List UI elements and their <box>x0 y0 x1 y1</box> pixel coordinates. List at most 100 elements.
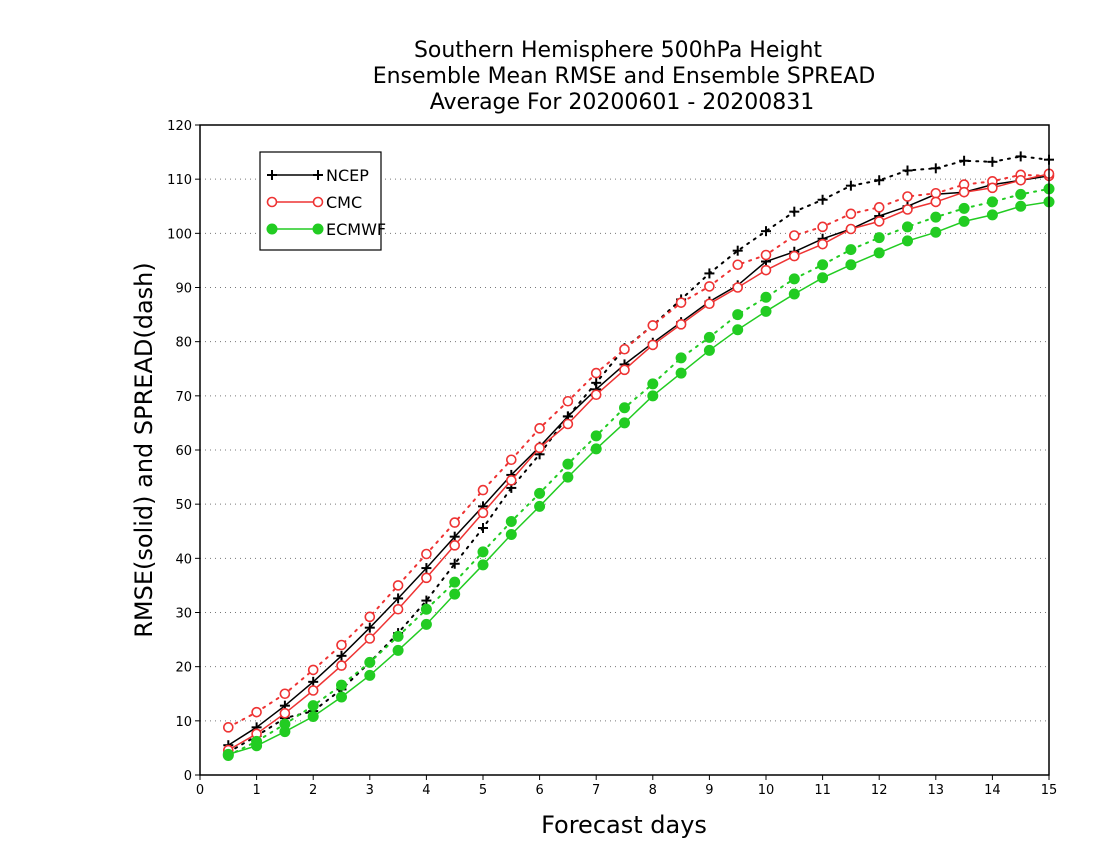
series-cmc-spread-point <box>788 230 800 241</box>
series-ecmwf-rmse-line <box>228 201 1050 756</box>
y-tick-label: 60 <box>175 444 192 459</box>
series-cmc-rmse-point <box>873 216 885 227</box>
series-cmc-rmse-point <box>704 298 715 310</box>
series-cmc-rmse-point <box>364 633 376 644</box>
series-ecmwf-rmse-point <box>590 443 602 455</box>
series-cmc-rmse-point <box>902 204 913 215</box>
series-cmc-rmse-point <box>845 223 857 235</box>
series-cmc-rmse-point <box>817 238 828 250</box>
series-ecmwf-spread-point <box>590 430 602 442</box>
series-ncep-spread-point <box>817 194 828 205</box>
x-tick-label: 4 <box>422 783 430 798</box>
y-axis-ticks: 0 10 20 30 40 50 60 70 80 90 100 110 120 <box>167 119 200 784</box>
y-tick-label: 40 <box>175 552 192 567</box>
series-cmc-spread-point <box>873 202 885 213</box>
series-ecmwf-spread-point <box>619 402 630 414</box>
series-cmc-spread-point <box>845 208 857 220</box>
series-ecmwf-rmse-point <box>817 272 829 284</box>
series-cmc-rmse-point <box>958 186 970 198</box>
series-cmc-rmse-point <box>788 250 800 262</box>
series-cmc-spread-point <box>307 664 319 676</box>
series-cmc-rmse-point <box>336 660 347 671</box>
series-ecmwf-spread-point <box>986 196 998 208</box>
series-ecmwf-rmse-point <box>534 500 546 512</box>
series-cmc-spread-point <box>647 320 659 331</box>
y-tick-label: 90 <box>175 282 192 297</box>
x-tick-label: 13 <box>928 783 945 798</box>
x-axis-label: Forecast days <box>541 811 707 839</box>
chart-title-line-2: Ensemble Mean RMSE and Ensemble SPREAD <box>373 64 876 89</box>
series-ecmwf-spread-point <box>958 202 970 214</box>
legend-label-ecmwf: ECMWF <box>326 220 386 239</box>
series-ecmwf-rmse-point <box>845 259 857 271</box>
x-tick-label: 9 <box>705 783 713 798</box>
series-cmc-rmse-point <box>505 475 517 486</box>
series-ecmwf-rmse-point <box>986 209 998 221</box>
legend-swatch-marker <box>312 196 324 208</box>
x-tick-label: 5 <box>479 783 487 798</box>
series-ncep-rmse-point <box>449 531 460 542</box>
series-ncep-rmse-point <box>364 622 375 633</box>
series-cmc-rmse-point <box>562 418 574 430</box>
series-group <box>222 151 1055 761</box>
series-ecmwf-spread-point <box>392 630 404 642</box>
series-ecmwf-spread-point <box>534 487 546 499</box>
x-tick-label: 15 <box>1041 783 1058 798</box>
x-tick-label: 3 <box>366 783 374 798</box>
series-ecmwf-spread-point <box>817 259 829 271</box>
series-ecmwf-rmse-point <box>477 559 489 571</box>
legend-item-ecmwf: ECMWF <box>266 220 386 239</box>
y-tick-label: 100 <box>167 227 192 242</box>
series-cmc-spread-point <box>534 423 545 434</box>
series-ecmwf-rmse-point <box>562 471 574 483</box>
series-cmc-spread-point <box>562 395 574 407</box>
series-ncep-spread-point <box>704 268 715 279</box>
legend-swatch-marker <box>267 170 277 180</box>
legend-swatch-marker <box>313 170 323 180</box>
chart-title-line-1: Southern Hemisphere 500hPa Height <box>414 38 822 63</box>
series-cmc-spread-point <box>732 259 744 271</box>
series-ncep-spread-point <box>874 175 885 186</box>
series-cmc-spread-point <box>902 191 913 202</box>
series-ncep-spread-point <box>761 226 771 237</box>
legend-item-ncep: NCEP <box>267 166 369 185</box>
y-tick-label: 50 <box>175 498 192 513</box>
series-cmc-rmse-point <box>421 572 432 584</box>
series-cmc-rmse-point <box>307 685 319 696</box>
series-cmc-rmse-line <box>227 173 1050 751</box>
chart-title-line-3: Average For 20200601 - 20200831 <box>430 90 815 115</box>
series-ncep-spread-point <box>1015 151 1026 162</box>
series-cmc-rmse-point <box>619 364 630 376</box>
series-ecmwf-rmse-point <box>788 288 800 300</box>
series-ecmwf-rmse-point <box>505 529 517 540</box>
series-cmc-spread-point <box>505 454 517 466</box>
y-tick-label: 10 <box>175 715 192 730</box>
legend-swatch-marker <box>266 196 278 208</box>
series-cmc <box>223 168 1055 756</box>
series-ecmwf-rmse-point <box>619 417 630 429</box>
series-ecmwf-spread-point <box>675 352 687 364</box>
series-cmc-rmse-point <box>477 507 489 519</box>
x-tick-label: 0 <box>196 783 204 798</box>
series-ncep-spread-point <box>478 523 488 533</box>
legend-item-cmc: CMC <box>266 193 362 212</box>
series-ecmwf-spread-point <box>562 458 574 470</box>
series-ecmwf-rmse-point <box>392 644 404 656</box>
series-ecmwf-spread-point <box>760 291 772 303</box>
series-ecmwf-spread-point <box>420 603 432 615</box>
x-axis-ticks: 0 1 2 3 4 5 6 7 8 9 10 11 12 13 14 15 <box>196 775 1057 798</box>
series-cmc-rmse-point <box>647 339 659 351</box>
series-ecmwf-rmse-point <box>1015 200 1027 212</box>
series-ncep-spread-point <box>845 180 856 191</box>
series-ecmwf-spread-point <box>477 546 489 558</box>
y-tick-label: 20 <box>175 661 192 676</box>
series-cmc-spread-point <box>930 187 942 199</box>
legend-swatch-marker <box>266 223 278 235</box>
x-tick-label: 7 <box>592 783 600 798</box>
series-ecmwf-rmse-point <box>930 226 942 238</box>
x-tick-label: 10 <box>758 783 775 798</box>
y-tick-label: 30 <box>175 607 192 622</box>
series-cmc-spread-point <box>619 343 630 355</box>
series-ecmwf-rmse-point <box>760 305 772 317</box>
